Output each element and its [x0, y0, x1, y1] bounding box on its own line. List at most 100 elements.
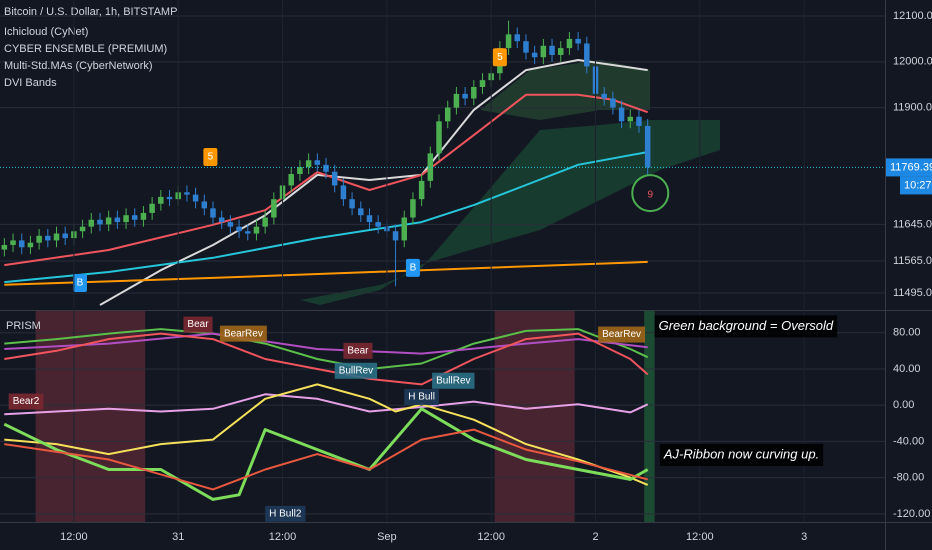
last-price-box: [886, 158, 932, 177]
candle-body: [27, 242, 34, 248]
candle-body: [236, 226, 242, 232]
annotation-label: Bear: [347, 345, 369, 356]
x-tick-label: 3: [801, 531, 807, 543]
annotation-box: [183, 316, 213, 333]
candle-body: [18, 240, 25, 248]
candle-body: [210, 208, 216, 218]
candle-body: [36, 235, 42, 243]
candle-body: [123, 215, 129, 223]
chart-title: Bitcoin / U.S. Dollar, 1h, BITSTAMP: [4, 6, 177, 18]
annotation-label: H Bull2: [269, 508, 302, 519]
candle-body: [184, 192, 190, 195]
candle-body: [218, 217, 225, 223]
annotation-box: [659, 443, 824, 466]
candle-body: [557, 48, 564, 55]
x-tick-label: 12:00: [686, 531, 714, 543]
signal-label: 5: [208, 152, 214, 163]
candle-body: [253, 226, 260, 234]
candle-body: [305, 160, 312, 168]
candle-body: [566, 38, 573, 49]
candle-body: [471, 87, 477, 99]
indicator-line: [3, 407, 649, 501]
legend-item: DVI Bands: [4, 77, 57, 89]
candle-body: [410, 199, 416, 218]
highlight-circle: [631, 174, 670, 213]
indicator-line: [4, 428, 648, 491]
candle-body: [584, 43, 590, 67]
candle-body: [271, 199, 277, 218]
x-tick-label: 12:00: [60, 531, 88, 543]
candle-body: [227, 222, 234, 227]
candle-body: [444, 107, 451, 122]
candle-body: [601, 93, 607, 99]
candle-body: [462, 93, 468, 99]
x-tick-label: Sep: [377, 531, 397, 543]
y-tick-label: 12000.00: [893, 56, 932, 68]
candle-body: [166, 196, 173, 200]
candle-body: [427, 153, 434, 181]
candle-body: [523, 41, 529, 53]
candle-body: [575, 38, 581, 44]
signal-badge: [405, 258, 420, 277]
candle-body: [531, 52, 538, 58]
y-tick-label: -40.00: [893, 435, 924, 447]
annotation-box: [654, 315, 838, 338]
annotation-box: [265, 505, 306, 522]
signal-badge: [492, 48, 507, 67]
candle-body: [262, 217, 268, 227]
annotation-label: AJ-Ribbon now curving up.: [663, 446, 819, 461]
indicator-line: [4, 260, 648, 286]
panel-title: PRISM: [6, 320, 41, 332]
y-tick-label: -120.00: [893, 508, 930, 520]
candle-body: [62, 233, 68, 239]
candle-body: [140, 212, 147, 220]
candle-body: [375, 222, 381, 227]
annotation-box: [219, 325, 267, 342]
candle-body: [340, 185, 347, 200]
annotation-label: BearRev: [602, 329, 641, 340]
candle-body: [549, 45, 555, 55]
indicator-line: [4, 393, 649, 416]
candle-body: [540, 45, 547, 58]
candle-body: [88, 219, 95, 227]
y-tick-label: 11645.00: [893, 218, 932, 230]
candle-body: [158, 196, 164, 204]
candle-body: [636, 116, 642, 126]
annotation-box: [432, 372, 475, 389]
legend-item: Ichicloud (CyNet): [4, 26, 88, 38]
annotation-label: Green background = Oversold: [659, 318, 834, 333]
ichimoku-cloud: [300, 120, 720, 305]
candle-body: [401, 217, 407, 241]
x-tick-label: 31: [172, 531, 184, 543]
candle-body: [131, 215, 138, 220]
legend-item: Multi-Std.MAs (CyberNetwork): [4, 60, 153, 72]
candle-body: [297, 167, 303, 175]
signal-label: B: [410, 263, 417, 274]
indicator-line: [99, 59, 648, 306]
x-tick-label: 12:00: [477, 531, 505, 543]
annotation-label: H Bull: [408, 392, 435, 403]
candle-body: [331, 171, 338, 186]
candle-body: [323, 164, 329, 172]
candle-body: [105, 217, 112, 225]
signal-label: B: [77, 278, 84, 289]
candle-body: [288, 174, 294, 186]
y-tick-label: 11900.00: [893, 102, 932, 114]
countdown-label: 10:27: [904, 179, 932, 191]
candle-body: [627, 116, 634, 122]
annotation-label: Bear: [187, 319, 209, 330]
candle-body: [1, 244, 8, 250]
x-tick-label: 12:00: [269, 531, 297, 543]
annotation-box: [8, 393, 44, 410]
annotation-box: [343, 342, 373, 359]
candle-body: [314, 160, 321, 165]
candle-body: [644, 125, 651, 168]
annotation-box: [404, 389, 439, 406]
candle-body: [10, 240, 16, 245]
annotation-label: BearRev: [224, 328, 263, 339]
x-tick-label: 2: [592, 531, 598, 543]
annotation-box: [598, 326, 646, 343]
candle-body: [45, 235, 51, 241]
